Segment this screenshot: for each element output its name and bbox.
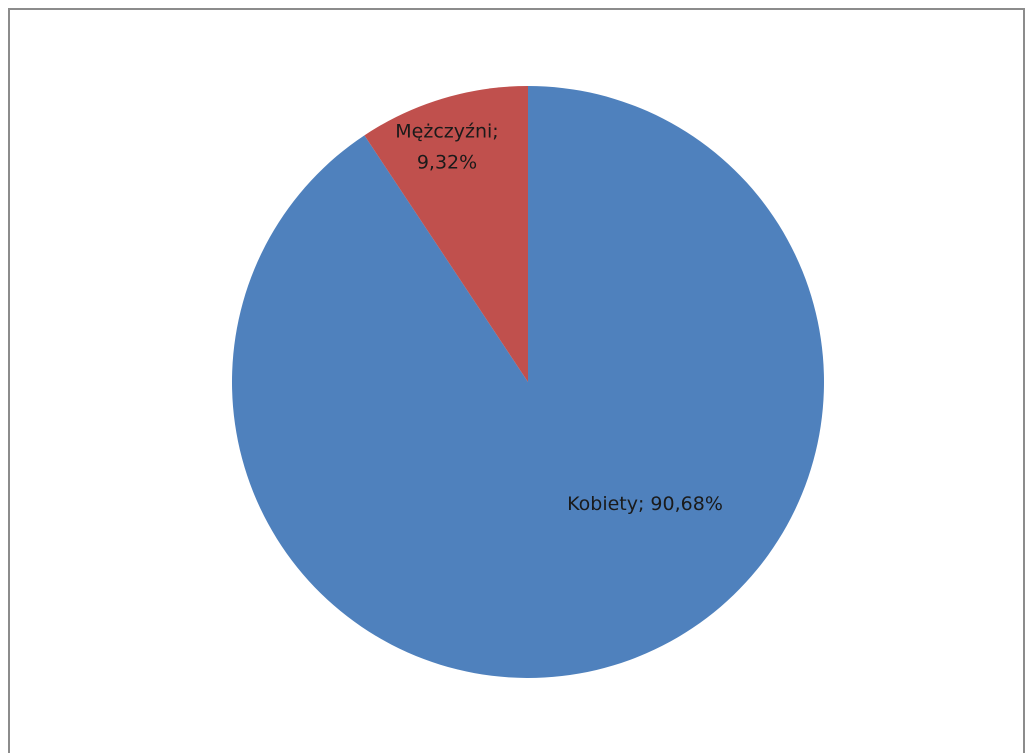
pie-slices [232,86,824,678]
pie-labels: Kobiety; 90,68% Mężczyźni; 9,32% [395,121,723,516]
data-label-mężczyźni: Mężczyźni; 9,32% [395,121,498,174]
data-label-kobiety: Kobiety; 90,68% [567,493,723,515]
pie-slice-mężczyźni [364,86,528,382]
